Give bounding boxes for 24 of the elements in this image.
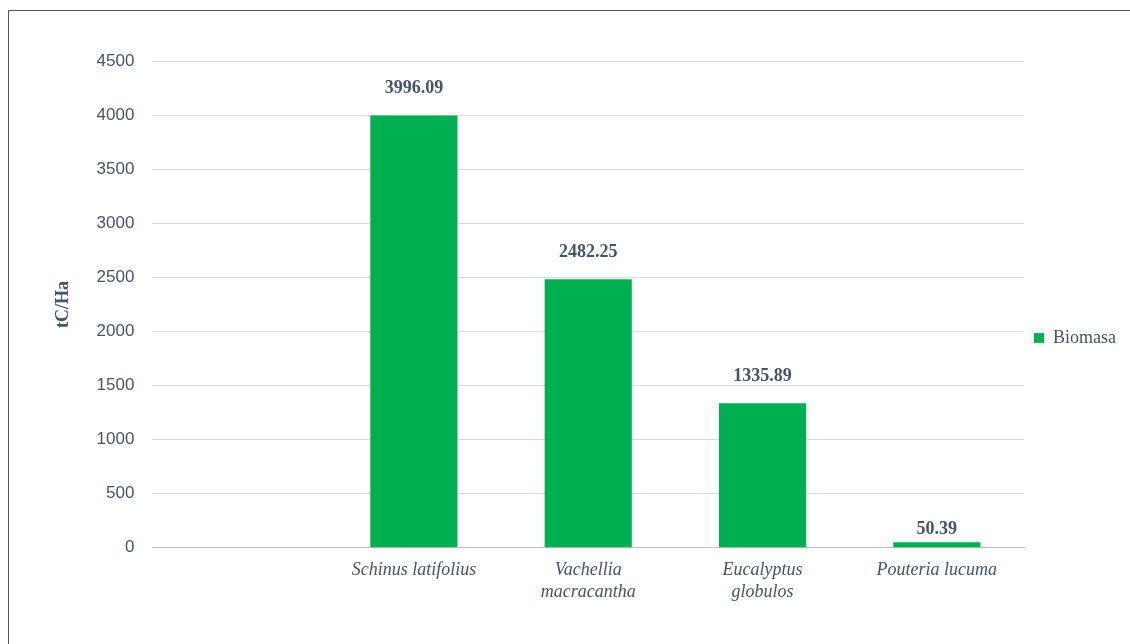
y-tick-label: 2000 <box>96 321 135 341</box>
y-tick-label: 2500 <box>96 267 135 287</box>
y-tick-label: 1500 <box>96 375 135 395</box>
x-tick-label: Pouteria lucuma <box>875 559 998 580</box>
y-tick-label: 4500 <box>96 50 135 70</box>
y-tick-label: 0 <box>124 537 135 557</box>
x-tick-label: Vachellia macracantha <box>540 559 636 601</box>
data-label: 3996.09 <box>384 77 444 98</box>
data-label: 50.39 <box>916 518 958 539</box>
bar <box>370 115 458 548</box>
y-axis-title: tC/Ha <box>52 280 73 328</box>
data-label: 2482.25 <box>558 240 618 261</box>
legend-label: Biomasa <box>1053 326 1117 347</box>
y-tick-label: 500 <box>106 483 135 503</box>
y-tick-label: 3000 <box>96 212 135 232</box>
bar <box>544 279 632 548</box>
y-tick-label: 4000 <box>96 104 135 124</box>
bar <box>893 542 981 548</box>
bar <box>718 403 807 548</box>
x-tick-label: Schinus latifolius <box>351 559 477 580</box>
data-label: 1335.89 <box>733 364 792 385</box>
y-tick-label: 3500 <box>96 158 135 178</box>
x-tick-label: Eucalyptus globulos <box>721 559 803 601</box>
y-tick-label: 1000 <box>96 429 135 449</box>
